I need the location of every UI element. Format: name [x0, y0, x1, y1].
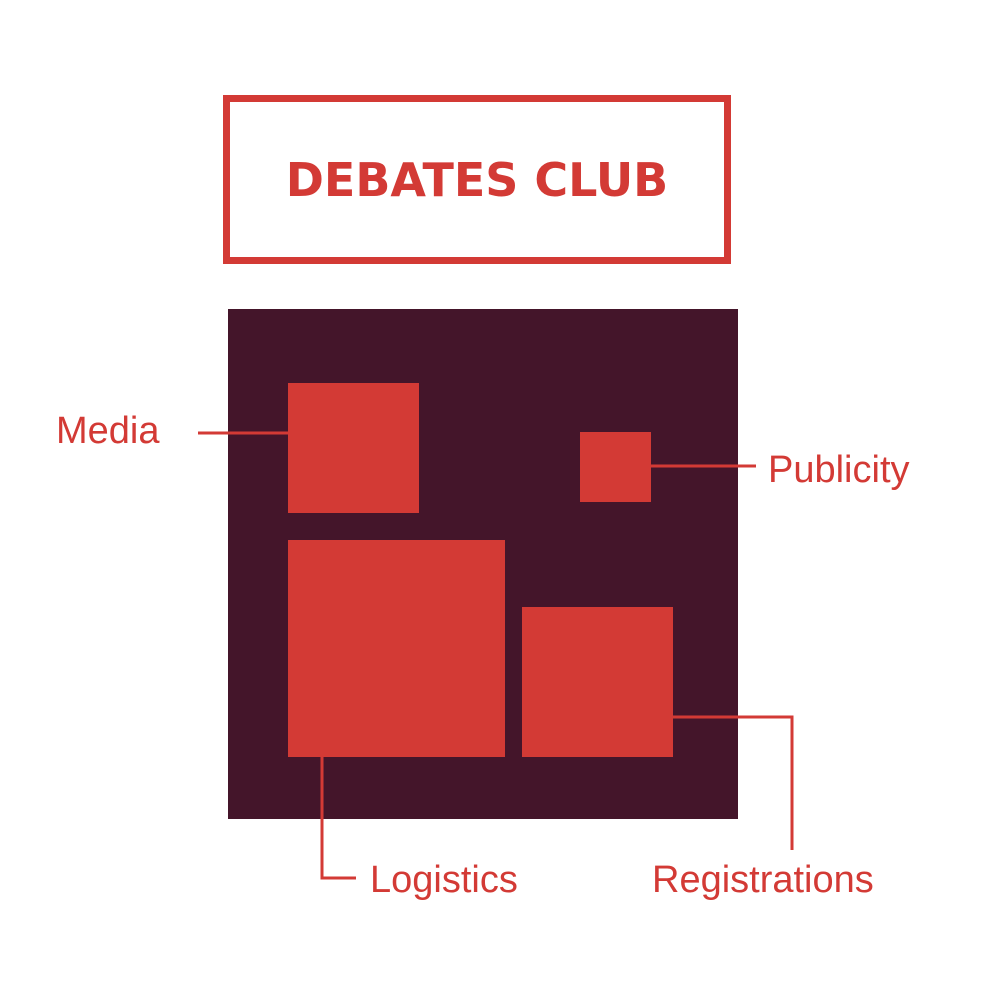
media-label: Media	[56, 410, 160, 452]
diagram-title: DEBATES CLUB	[285, 152, 669, 207]
title-frame: DEBATES CLUB	[223, 95, 731, 264]
registrations-block	[522, 607, 673, 757]
publicity-label: Publicity	[768, 449, 910, 491]
publicity-block	[580, 432, 651, 502]
media-block	[288, 383, 419, 513]
logistics-label: Logistics	[370, 859, 518, 901]
logistics-block	[288, 540, 505, 757]
registrations-label: Registrations	[652, 859, 874, 901]
